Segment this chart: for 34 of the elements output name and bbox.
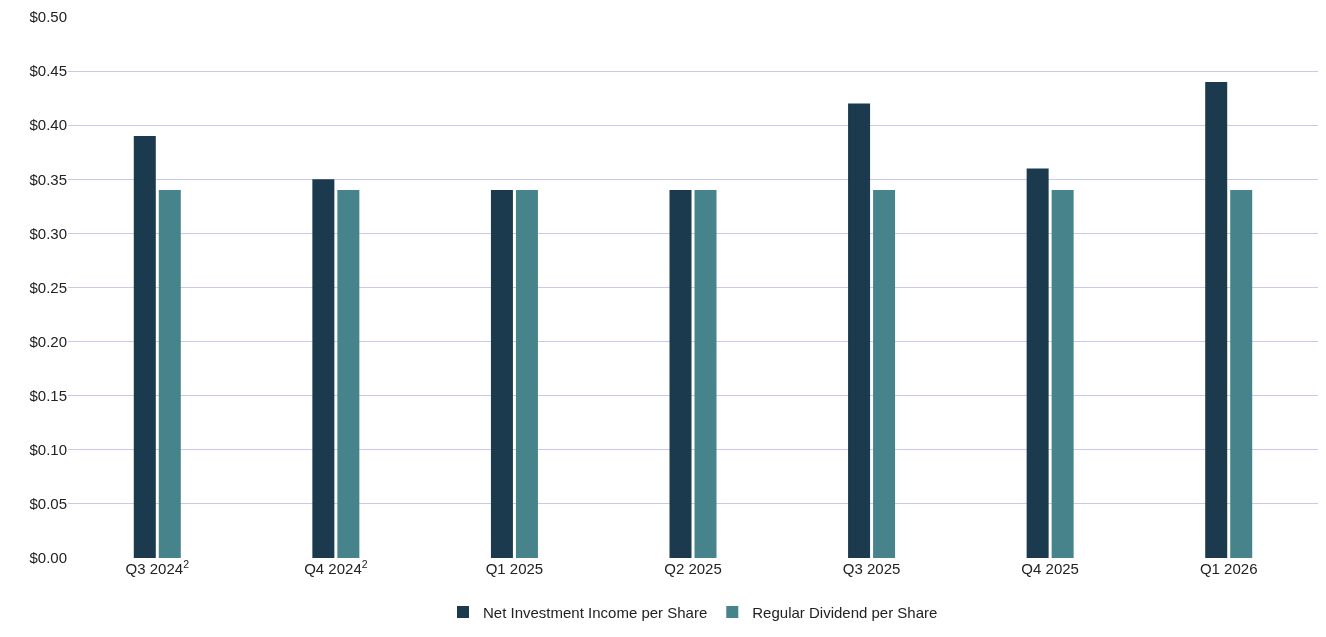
y-tick-label: $0.35 xyxy=(29,170,67,188)
bar xyxy=(490,190,513,558)
y-tick-label: $0.10 xyxy=(29,441,67,459)
bar xyxy=(669,190,692,558)
x-tick-label: Q3 2025 xyxy=(842,560,901,577)
y-tick-label: $0.15 xyxy=(29,386,67,404)
bar xyxy=(1230,190,1253,558)
legend-label: Regular Dividend per Share xyxy=(752,603,938,621)
y-tick-label: $0.40 xyxy=(29,116,67,134)
y-tick-label: $0.45 xyxy=(29,62,67,80)
bar xyxy=(1026,168,1049,558)
x-tick-label: Q4 2025 xyxy=(1021,560,1079,577)
x-tick-label: Q4 2024$^{2}$ xyxy=(304,557,368,577)
bar xyxy=(337,190,360,558)
bar xyxy=(873,190,896,558)
y-tick-label: $0.00 xyxy=(29,549,67,567)
y-tick-label: $0.20 xyxy=(29,332,67,350)
x-tick-label: Q1 2025 xyxy=(485,560,544,577)
bar xyxy=(1051,190,1074,558)
y-tick-label: $0.05 xyxy=(29,495,67,513)
y-tick-label: $0.50 xyxy=(29,8,67,26)
bar xyxy=(312,179,335,558)
bar xyxy=(158,190,181,558)
bar xyxy=(133,136,156,558)
legend-label: Net Investment Income per Share xyxy=(483,603,708,621)
bar xyxy=(515,190,538,558)
x-tick-label: Q3 2024$^{2}$ xyxy=(125,557,190,577)
y-tick-label: $0.25 xyxy=(29,278,67,296)
x-tick-label: Q2 2025 xyxy=(664,560,722,577)
x-tick-label: Q1 2026 xyxy=(1199,560,1258,577)
bar xyxy=(694,190,717,558)
y-tick-label: $0.30 xyxy=(29,224,67,242)
bar xyxy=(1205,81,1228,558)
bar xyxy=(848,103,871,558)
